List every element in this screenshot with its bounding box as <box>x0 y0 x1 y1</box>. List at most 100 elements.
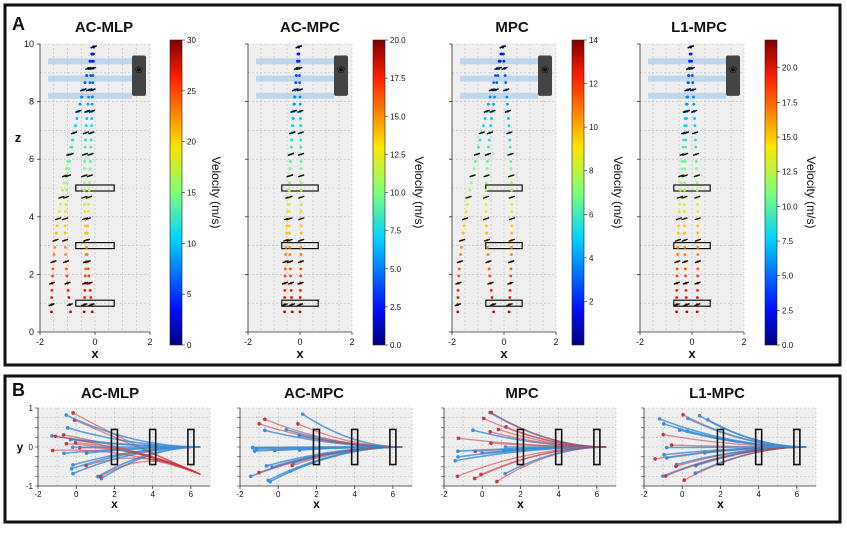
trajectory-point <box>459 245 463 249</box>
trajectory-start <box>296 421 300 426</box>
x-tick-label: 2 <box>741 337 746 347</box>
trajectory-line <box>665 446 807 477</box>
drone-marker <box>81 174 88 178</box>
obstacle <box>281 299 319 307</box>
trajectory-point <box>683 253 687 256</box>
trajectory-point <box>696 210 699 213</box>
trajectory-point <box>501 52 505 56</box>
trajectory-point <box>64 210 67 213</box>
drone-marker <box>85 88 93 92</box>
trajectory-point <box>61 188 65 192</box>
trajectory-point <box>88 167 92 171</box>
trajectory-point <box>680 160 684 163</box>
trajectory-point <box>63 224 67 228</box>
drone-marker <box>504 109 512 113</box>
trajectory-point <box>510 210 514 213</box>
subplot-title: AC-MPC <box>280 19 340 36</box>
trajectory-start <box>50 434 54 438</box>
drone-marker <box>508 217 516 221</box>
trajectory-point <box>88 59 92 63</box>
colorbar-tick-label: 15.0 <box>782 133 798 142</box>
drone-marker <box>298 174 305 178</box>
colorbar-tick-label: 20.0 <box>782 64 798 73</box>
trajectory-point <box>83 145 87 149</box>
drone-marker <box>66 303 73 307</box>
drone-marker <box>469 174 476 178</box>
trajectory-point <box>489 288 493 292</box>
subplot-b-3: MPC -2 0 2 4 6 x <box>440 385 617 511</box>
trajectory-point <box>469 181 473 185</box>
trajectory-point <box>696 245 700 249</box>
trajectory-point <box>680 167 684 171</box>
trajectory-start <box>682 478 687 482</box>
obstacle <box>673 242 711 250</box>
trajectory-point <box>85 253 89 256</box>
trajectory-point <box>684 124 688 128</box>
trajectory-point <box>87 203 90 206</box>
colorbar-tick-label: 6 <box>589 210 594 219</box>
drone-marker <box>693 174 701 178</box>
drone-marker <box>482 195 490 199</box>
trajectory-point <box>50 310 53 314</box>
trajectory-point <box>484 188 488 192</box>
trajectory-point <box>83 274 87 278</box>
drone-marker <box>295 45 302 49</box>
trajectory-start <box>455 474 460 479</box>
x-tick-label: -2 <box>236 490 244 499</box>
trajectory-point <box>462 224 466 228</box>
trajectory-point <box>474 160 477 163</box>
drone-marker <box>286 195 293 199</box>
drone-marker <box>681 238 688 242</box>
trajectory-point <box>86 224 89 228</box>
x-tick-label: -2 <box>448 337 456 347</box>
trajectory-start <box>503 471 507 476</box>
panel-a-label: A <box>12 14 25 34</box>
gate <box>754 428 763 466</box>
drone-marker <box>58 195 65 199</box>
trajectory-point <box>696 274 700 278</box>
drone-marker <box>81 281 89 285</box>
trajectory-point <box>87 95 90 99</box>
drone-marker <box>682 131 690 135</box>
trajectory-start <box>288 469 292 474</box>
trajectory-start <box>62 451 66 456</box>
y-axis-label: z <box>15 130 22 145</box>
drone-marker <box>483 238 491 242</box>
trajectory-start <box>665 456 669 460</box>
trajectory-point <box>83 81 87 85</box>
trajectory-start <box>64 413 68 417</box>
trajectory-point <box>456 296 460 299</box>
drone-marker <box>70 131 78 135</box>
colorbar-tick-label: 2.5 <box>782 306 794 315</box>
trajectory-point <box>689 52 693 56</box>
y-tick-label: -1 <box>26 482 34 491</box>
trajectory-start <box>456 455 460 459</box>
trajectory-point <box>691 81 695 85</box>
obstacle <box>75 184 115 192</box>
x-tick-label: 0 <box>501 337 506 347</box>
wind-stream <box>460 92 538 99</box>
x-tick-label: 0 <box>276 490 281 499</box>
trajectory-start <box>50 448 55 453</box>
trajectory-point <box>83 296 86 299</box>
trajectory-point <box>90 310 94 314</box>
x-tick-label: 2 <box>349 337 354 347</box>
trajectory-point <box>90 102 94 106</box>
drone-marker <box>487 281 494 285</box>
drone-marker <box>506 131 513 135</box>
trajectory-point <box>290 138 293 142</box>
trajectory-point <box>695 181 699 185</box>
trajectory-start <box>488 429 493 434</box>
drone-marker <box>694 281 701 285</box>
wind-stream <box>256 58 334 65</box>
drone-marker <box>489 109 496 113</box>
subplot-a-1: AC-MLP-2 0 2x0246810z❀051015202530Velocity… <box>15 19 223 361</box>
drone-marker <box>86 281 93 285</box>
wind-stream <box>48 75 132 82</box>
trajectory-point <box>83 160 87 163</box>
drone-marker <box>687 45 694 49</box>
trajectory-point <box>91 74 95 77</box>
x-axis-label: x <box>313 497 320 511</box>
trajectory-point <box>294 81 297 85</box>
drone-marker <box>81 195 88 199</box>
